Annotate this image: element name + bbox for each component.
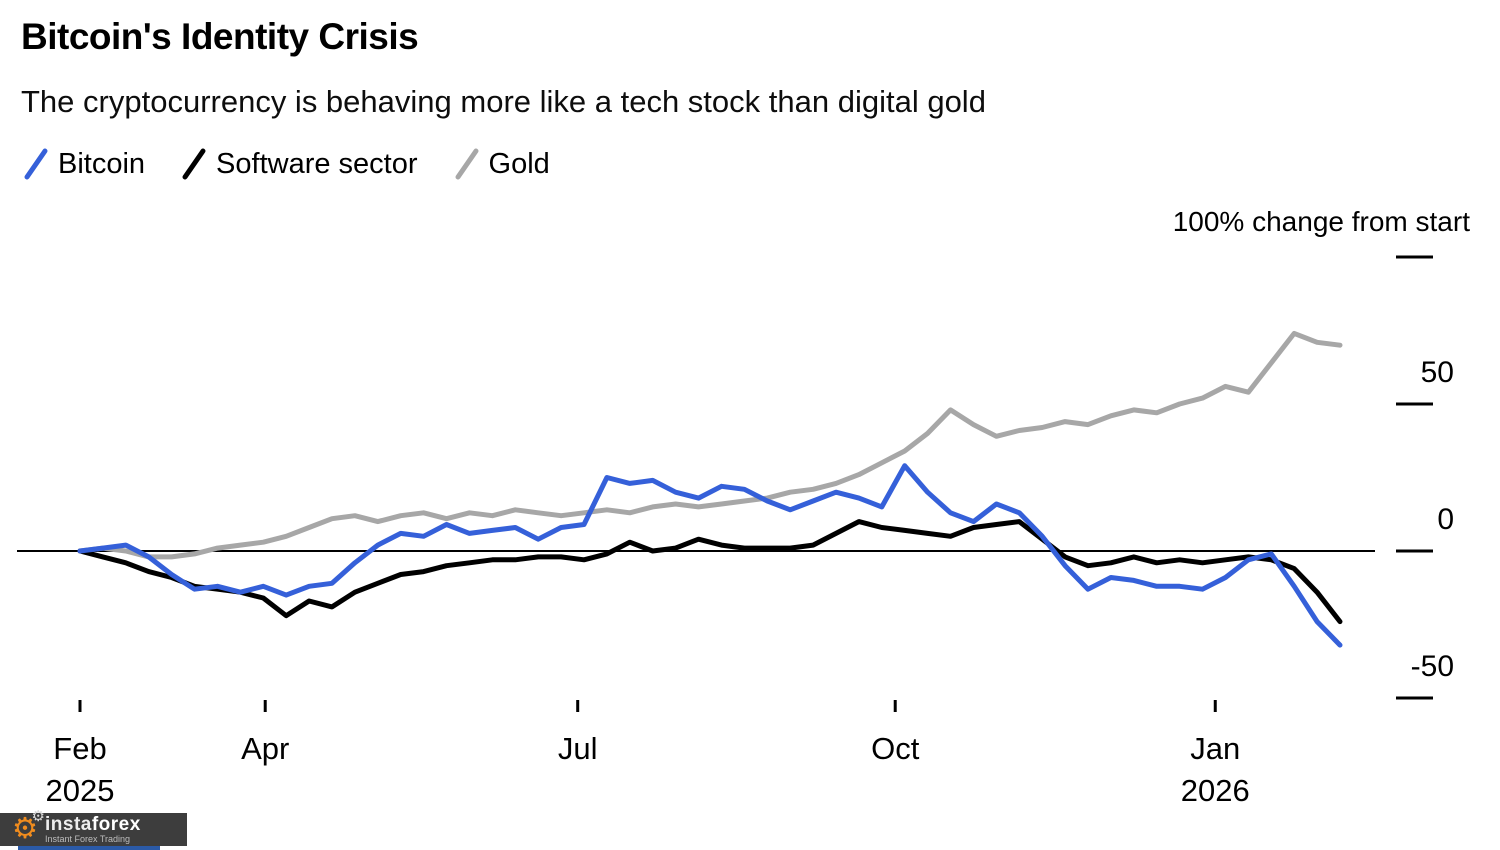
watermark-blue-bar [18, 846, 160, 850]
legend-slash-icon [182, 148, 206, 180]
instaforex-watermark: ⚙ ⚙ instaforex Instant Forex Trading [0, 808, 187, 846]
series-line-software-sector [77, 519, 1343, 625]
instaforex-small-gear-icon: ⚙ [31, 808, 45, 825]
instaforex-brand-block: instaforex Instant Forex Trading [45, 815, 141, 845]
legend-slash-icon [24, 148, 48, 180]
series-line-bitcoin [77, 463, 1343, 648]
instaforex-tagline: Instant Forex Trading [45, 833, 131, 844]
legend-slash-icon [455, 148, 479, 180]
y-axis-title: 100% change from start [1172, 206, 1470, 237]
chart-subtitle: The cryptocurrency is behaving more like… [21, 84, 986, 119]
legend-item-bitcoin: Bitcoin [21, 146, 145, 182]
legend-label: Bitcoin [58, 147, 146, 180]
legend-item-software-sector: Software sector [179, 146, 418, 182]
legend-label: Software sector [216, 147, 418, 180]
instaforex-brand: instaforex [45, 815, 141, 834]
legend-label: Gold [488, 147, 550, 180]
instaforex-gear-icon: ⚙ ⚙ [12, 808, 45, 845]
legend-item-gold: Gold [452, 146, 550, 182]
legend: Bitcoin Software sector Gold [21, 146, 550, 182]
series-line-gold [77, 330, 1343, 560]
chart-title: Bitcoin's Identity Crisis [21, 16, 419, 57]
brand-insta-text: insta [45, 813, 92, 835]
brand-forex-text: forex [91, 813, 141, 835]
